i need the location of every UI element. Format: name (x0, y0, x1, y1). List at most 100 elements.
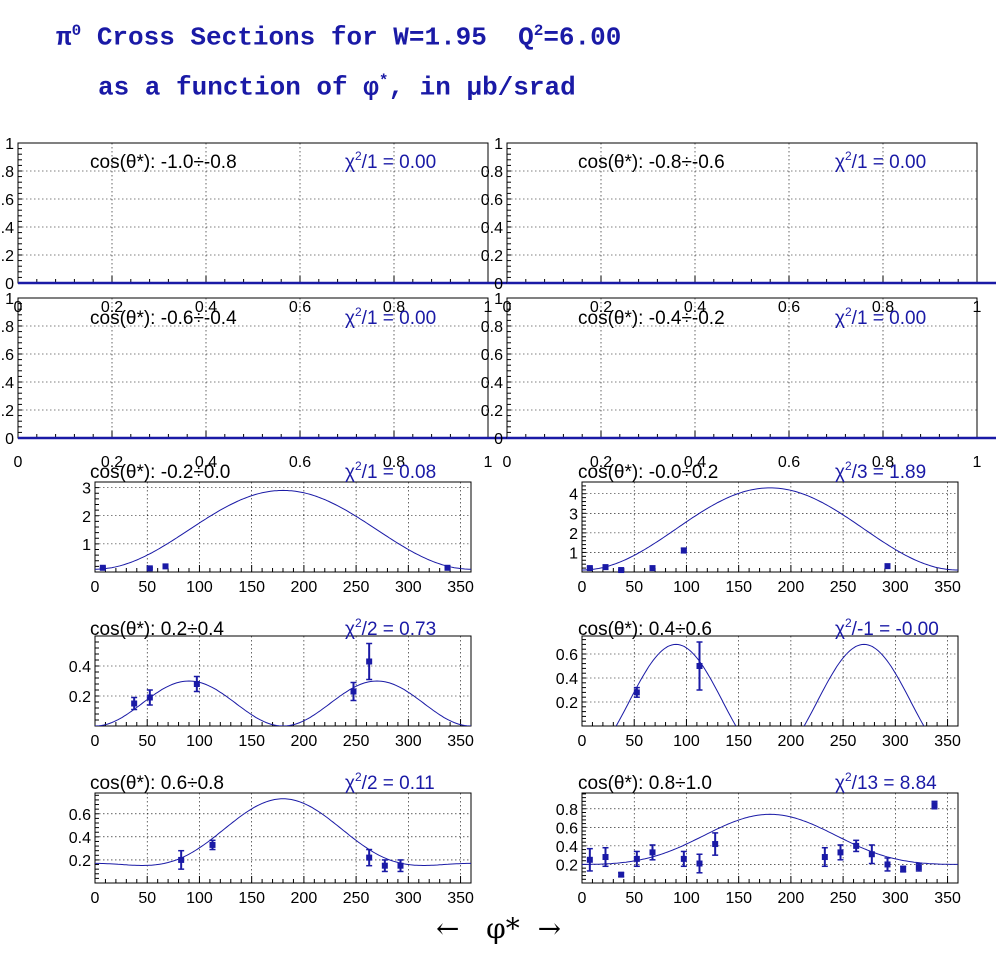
x-tick-label: 0.4 (195, 454, 217, 471)
chi2-label: χ2/1 = 0.08 (345, 459, 436, 483)
data-point (868, 851, 875, 858)
x-tick-label: 0 (91, 579, 100, 596)
y-tick-label: 0.6 (481, 192, 503, 209)
data-point (366, 658, 373, 665)
x-tick-label: 350 (447, 733, 474, 750)
x-tick-label: 200 (778, 890, 805, 907)
data-point (397, 862, 404, 869)
chart-title-line1: π0 Cross Sections for W=1.95 Q2=6.00 (56, 22, 621, 53)
bin-label: cos(θ*): 0.4÷0.6 (578, 619, 712, 640)
x-tick-label: 50 (138, 890, 156, 907)
title-line2-text-a: as a function of φ (98, 72, 379, 103)
title-pi-symbol: π (56, 22, 72, 53)
x-tick-label: 50 (138, 579, 156, 596)
y-tick-label: 1 (494, 291, 503, 308)
chart-panel-7: 0 50 100 150 200 250 300 350 0.2 0.4 cos(θ*): 0.2÷… (69, 616, 474, 750)
y-tick-label: 0.6 (69, 807, 91, 824)
data-point (586, 565, 593, 572)
data-point (837, 849, 844, 856)
x-tick-label: 250 (830, 890, 857, 907)
y-tick-label: 1 (494, 136, 503, 153)
data-point (350, 688, 357, 695)
x-tick-label: 100 (186, 579, 213, 596)
x-tick-label: 300 (395, 579, 422, 596)
x-tick-label: 200 (291, 579, 318, 596)
x-tick-label: 50 (625, 890, 643, 907)
x-tick-label: 100 (673, 579, 700, 596)
data-point (99, 564, 106, 571)
plot-frame (94, 792, 472, 884)
title-q-superscript: 2 (533, 22, 544, 40)
bin-label: cos(θ*): -0.0÷0.2 (578, 462, 718, 483)
chart-panel-10: 0 50 100 150 200 250 300 350 0.20.4 0.60.8cos(θ*)… (556, 770, 961, 907)
fit-curve (615, 643, 925, 726)
bin-label: cos(θ*): -0.6÷-0.4 (90, 308, 237, 329)
bin-label: cos(θ*): -0.8÷-0.6 (578, 152, 725, 173)
fit-curve (582, 487, 958, 571)
x-tick-label: 0 (503, 454, 512, 471)
x-tick-label: 0 (578, 890, 587, 907)
y-tick-label: 0.8 (481, 164, 503, 181)
title-line2-text-b: , in μb/srad (388, 72, 576, 103)
x-tick-label: 50 (625, 579, 643, 596)
data-point (633, 689, 640, 696)
x-tick-label: 150 (238, 890, 265, 907)
x-tick-label: 250 (343, 579, 370, 596)
y-tick-label: 0.4 (481, 375, 503, 392)
x-axis-label: ← φ* → (436, 912, 562, 945)
x-tick-label: 50 (625, 733, 643, 750)
x-tick-label: 350 (447, 579, 474, 596)
y-tick-label: 3 (569, 506, 578, 523)
x-tick-label: 150 (725, 733, 752, 750)
x-tick-label: 150 (238, 579, 265, 596)
data-point (853, 842, 860, 849)
data-point (602, 564, 609, 571)
y-tick-label: 0.2 (481, 403, 503, 420)
data-point (131, 700, 138, 707)
data-point (884, 563, 891, 570)
title-line1-text-b: =6.00 (543, 22, 622, 53)
bin-label: cos(θ*): -0.4÷-0.2 (578, 308, 725, 329)
data-point (602, 854, 609, 861)
y-tick-label: 0.4 (69, 830, 91, 847)
title-line1-text-a: Cross Sections for W=1.95 Q (81, 22, 534, 53)
chi2-label: χ2/-1 = -0.00 (835, 616, 939, 640)
x-tick-label: 300 (882, 733, 909, 750)
y-tick-label: 4 (569, 487, 578, 504)
bin-label: cos(θ*): 0.8÷1.0 (578, 773, 712, 794)
bin-label: cos(θ*): 0.2÷0.4 (90, 619, 224, 640)
chart-title-line2: as a function of φ*, in μb/srad (98, 72, 576, 103)
data-point (884, 861, 891, 868)
data-point (821, 854, 828, 861)
x-tick-label: 300 (395, 890, 422, 907)
x-tick-label: 150 (725, 579, 752, 596)
data-point (444, 564, 451, 571)
x-tick-label: 100 (186, 733, 213, 750)
data-point (915, 864, 922, 871)
fit-curve (95, 798, 471, 866)
data-point (680, 547, 687, 554)
bin-label: cos(θ*): 0.6÷0.8 (90, 773, 224, 794)
x-tick-label: 150 (238, 733, 265, 750)
y-tick-label: 0.4 (69, 659, 91, 676)
x-tick-label: 200 (291, 733, 318, 750)
data-point (618, 567, 625, 574)
x-tick-label: 350 (934, 733, 961, 750)
x-tick-label: 0.4 (684, 454, 706, 471)
x-tick-label: 350 (934, 890, 961, 907)
x-tick-label: 0 (91, 733, 100, 750)
y-tick-label: 2 (569, 526, 578, 543)
data-point (931, 802, 938, 809)
data-point (900, 866, 907, 873)
y-tick-label: 0.6 (556, 647, 578, 664)
x-tick-label: 0.8 (383, 454, 405, 471)
y-tick-label: 0.8 (0, 164, 14, 181)
y-tick-label: 0.4 (556, 671, 578, 688)
x-tick-label: 100 (673, 733, 700, 750)
x-tick-label: 250 (343, 733, 370, 750)
